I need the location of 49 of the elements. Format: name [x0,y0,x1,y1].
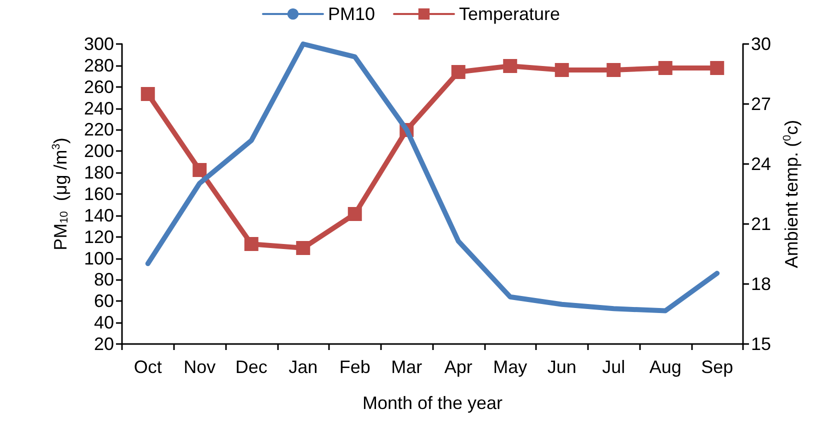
point [503,59,518,73]
y-tick-label: 280 [84,55,114,76]
y-tick-label: 260 [84,76,114,97]
x-tick-label: Aug [649,357,682,377]
point [192,163,207,177]
y2-tick-label: 21 [751,214,772,234]
y-tick-label: 160 [84,184,114,204]
y2-tick-label: 30 [751,34,772,54]
y2-tick-label: 27 [751,94,772,114]
x-tick-label: Jun [547,357,576,377]
y-tick-label: 20 [94,334,114,354]
x-tick-label: Apr [444,357,472,377]
point [296,241,310,255]
point [244,237,258,251]
point [554,63,569,77]
x-tick-label: Jul [602,357,626,377]
point [658,61,672,75]
x-tick-label: Nov [184,357,216,377]
point [451,65,466,79]
y-tick-label: 200 [84,141,114,162]
y-tick-label: 300 [84,34,114,54]
point [348,207,362,221]
x-tick-label: Mar [391,357,422,377]
x-tick-label: Jan [288,357,318,377]
y-tick-label: 100 [84,248,114,268]
y2-tick-label: 15 [751,334,772,354]
y2-axis-title: Ambient temp. (0c) [781,120,802,268]
y-tick-label: 60 [94,291,114,312]
y-tick-label: 40 [94,312,114,333]
y2-tick-label: 24 [751,154,772,174]
x-tick-label: Dec [235,357,268,377]
x-tick-label: May [493,357,528,377]
point [140,87,155,101]
legend-label: Temperature [458,4,560,24]
x-tick-label: Oct [134,357,162,377]
y2-tick-label: 18 [751,274,772,294]
point [710,61,724,75]
y-tick-label: 220 [84,120,114,140]
x-axis-title: Month of the year [362,393,503,413]
y-tick-label: 240 [84,98,114,118]
y-axis-title: PM10 (μg /m3) [50,138,70,250]
x-tick-label: Sep [701,357,734,377]
y-tick-label: 140 [84,205,114,226]
x-tick-label: Feb [339,357,370,377]
y-tick-label: 180 [84,162,114,183]
y-tick-label: 80 [94,270,114,290]
legend-label: PM10 [328,4,375,24]
y-tick-label: 120 [84,226,114,247]
point [606,63,621,77]
